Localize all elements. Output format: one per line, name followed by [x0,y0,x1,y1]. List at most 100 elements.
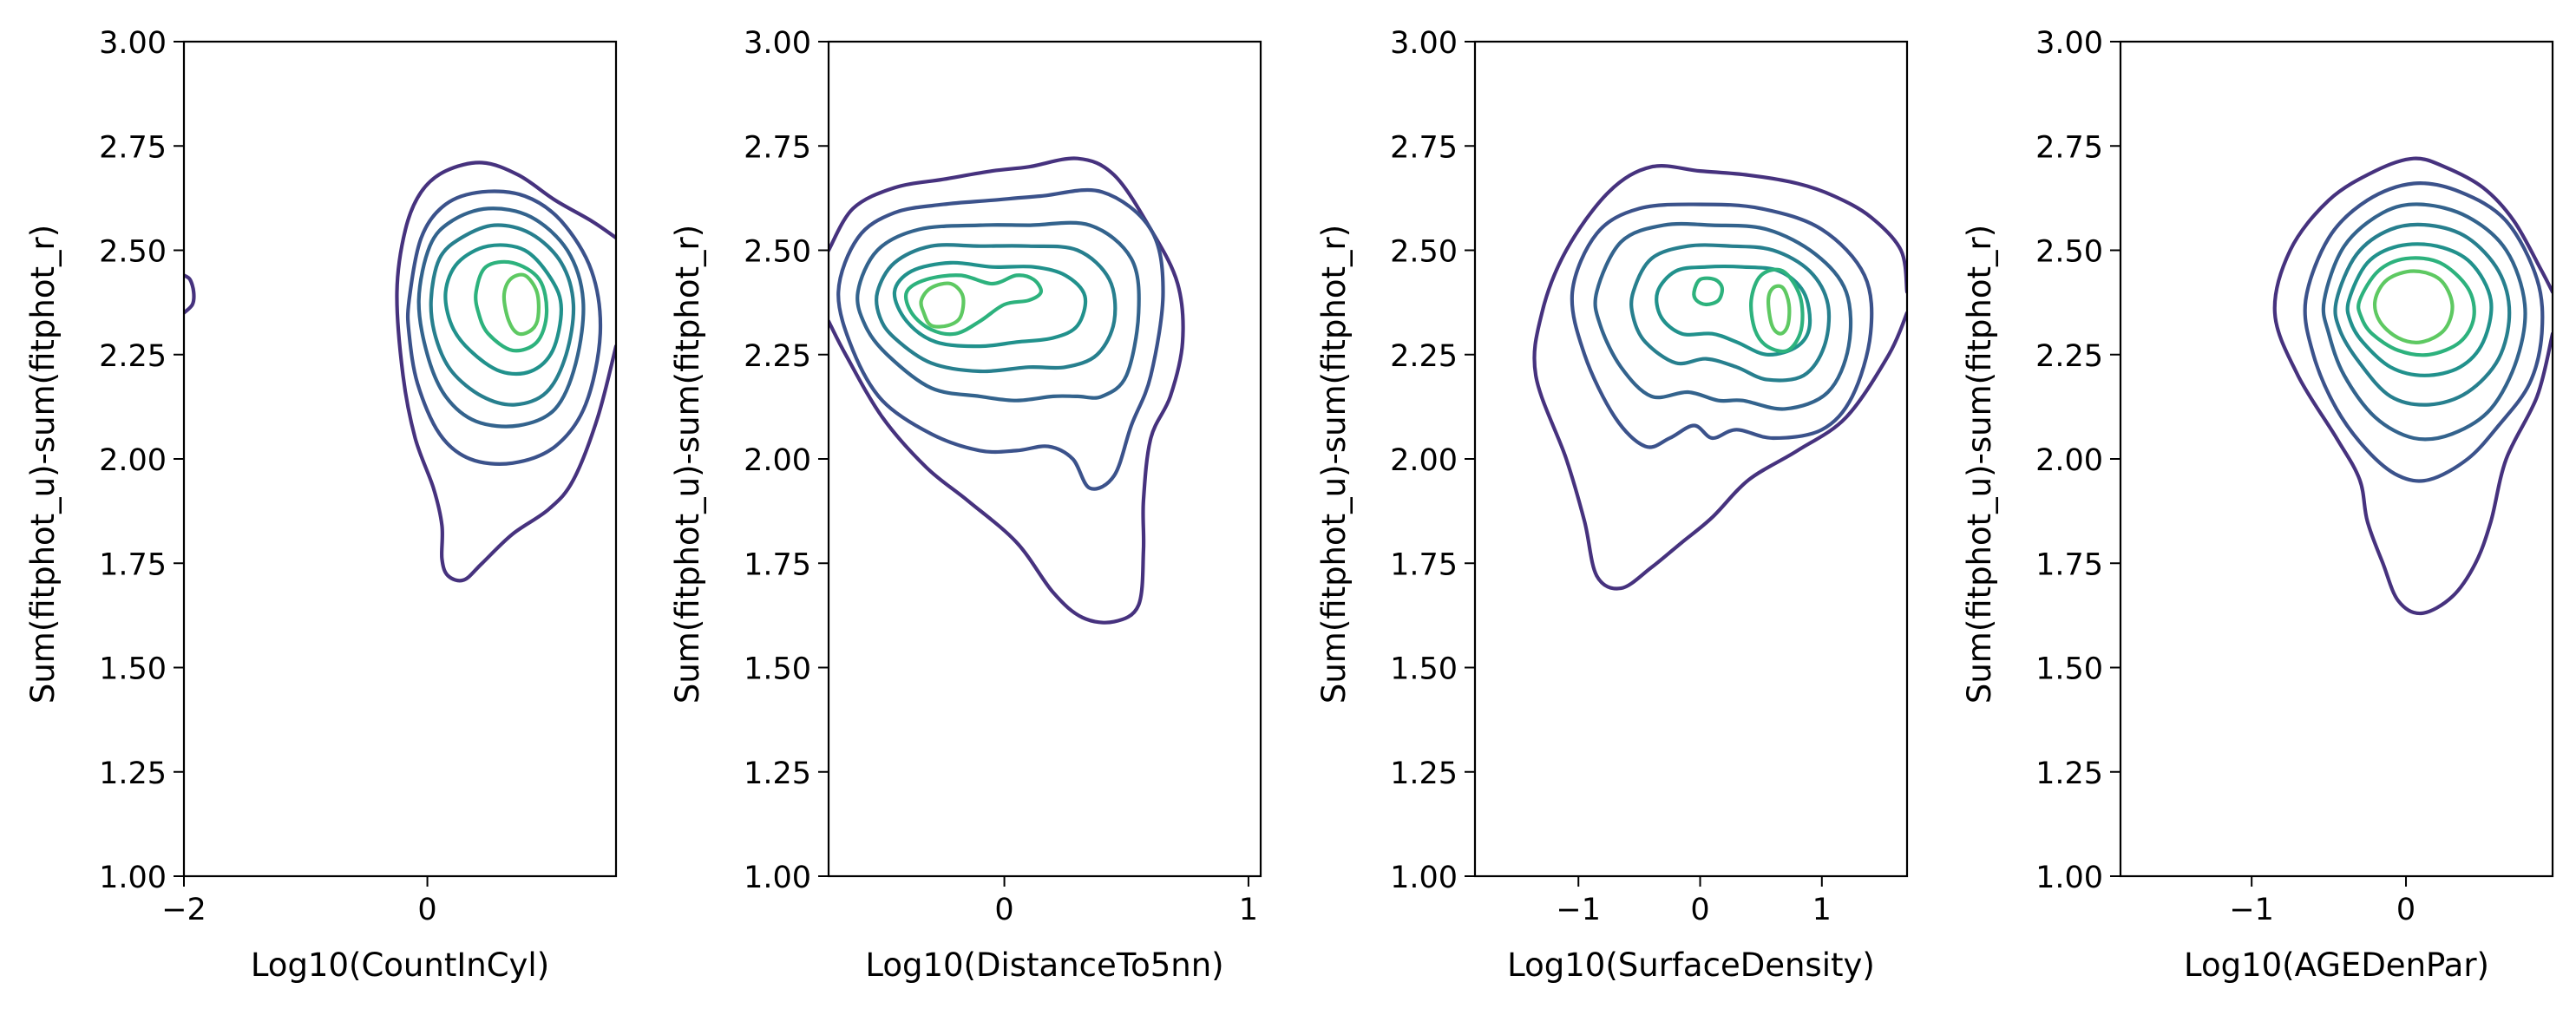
y-ticks: 1.00 1.25 1.50 1.75 2.00 2.25 2.50 2.75 3.00 [1390,26,1475,895]
contour-line-level-2 [1570,202,1874,449]
contour-line-level-6 [1749,267,1805,354]
y-tick-label: 2.25 [1390,339,1458,374]
y-tick-label: 2.50 [99,235,167,270]
x-tick-label: 0 [1690,893,1709,927]
contour-line-level-5 [1655,265,1812,357]
y-tick-label: 1.00 [2035,861,2103,895]
y-tick-label: 3.00 [744,26,811,61]
axes-frame [827,40,1262,878]
y-tick-label: 2.75 [744,130,811,165]
contour-line-level-3 [1593,221,1853,411]
x-tick-label: 0 [417,893,436,927]
contour-line-level-1 [184,273,196,315]
contour-line-level-7 [2372,269,2455,344]
axes-frame [2119,40,2554,878]
x-ticks: −1 0 [2229,876,2415,927]
contour-line-level-4 [1629,243,1832,383]
y-tick-label: 2.00 [1390,443,1458,478]
x-tick-label: −1 [1556,893,1601,927]
y-axis-label: Sum(fitphot_u)-sum(fitphot_r) [24,225,62,704]
contour-group [1532,164,1907,591]
y-tick-label: 1.50 [1390,652,1458,687]
y-tick-label: 3.00 [2035,26,2103,61]
x-ticks: −2 0 [161,876,437,927]
contour-line-level-6 [1692,276,1725,307]
subplot-surfacedensity: 1.00 1.25 1.50 1.75 2.00 2.25 2.50 2.75 3.00 −1 0… [1315,26,1909,984]
axes-frame [182,40,618,878]
contour-line-level-3 [416,206,586,429]
y-ticks: 1.00 1.25 1.50 1.75 2.00 2.25 2.50 2.75 3.00 [99,26,184,895]
contour-line-level-6 [903,273,1043,337]
contour-line-level-5 [2345,242,2494,377]
y-tick-label: 2.00 [744,443,811,478]
subplot-agedenpar: 1.00 1.25 1.50 1.75 2.00 2.25 2.50 2.75 3.00 −1 0… [1961,26,2554,984]
y-tick-label: 1.50 [744,652,811,687]
y-tick-label: 1.75 [744,547,811,582]
x-tick-label: 1 [1239,893,1258,927]
y-tick-label: 2.75 [99,130,167,165]
y-tick-label: 1.25 [1390,756,1458,791]
x-tick-label: −1 [2229,893,2274,927]
contour-group [2272,156,2553,616]
contour-line-level-1 [829,156,1185,625]
y-tick-label: 2.25 [2035,339,2103,374]
y-tick-label: 1.00 [1390,861,1458,895]
y-tick-label: 1.75 [99,547,167,582]
x-axis-label: Log10(AGEDenPar) [2184,946,2489,984]
y-tick-label: 2.50 [1390,235,1458,270]
y-tick-label: 1.75 [1390,547,1458,582]
contour-line-level-5 [443,243,564,377]
y-tick-label: 2.00 [99,443,167,478]
contour-line-level-6 [2356,256,2476,357]
contour-line-level-7 [501,272,541,337]
y-tick-label: 1.00 [744,861,811,895]
contour-line-level-6 [474,259,549,353]
x-tick-label: 0 [2396,893,2415,927]
y-tick-label: 2.25 [744,339,811,374]
y-tick-label: 1.25 [99,756,167,791]
contour-line-level-5 [892,260,1088,349]
contour-line-level-7 [1766,284,1792,336]
y-axis-label: Sum(fitphot_u)-sum(fitphot_r) [1315,225,1353,704]
y-tick-label: 1.00 [99,861,167,895]
y-ticks: 1.00 1.25 1.50 1.75 2.00 2.25 2.50 2.75 3.00 [744,26,829,895]
contour-line-level-3 [2321,202,2527,442]
x-tick-label: 0 [994,893,1013,927]
contour-group [184,160,616,583]
y-tick-label: 1.50 [99,652,167,687]
contour-line-level-1 [2272,156,2553,616]
subplot-countincyl: 1.00 1.25 1.50 1.75 2.00 2.25 2.50 2.75 3.00 −2 0… [24,26,618,984]
y-tick-label: 1.75 [2035,547,2103,582]
y-tick-label: 2.50 [2035,235,2103,270]
x-ticks: −1 0 1 [1556,876,1832,927]
x-axis-label: Log10(SurfaceDensity) [1507,946,1875,984]
y-tick-label: 3.00 [1390,26,1458,61]
contour-group [829,156,1185,625]
y-tick-label: 2.50 [744,235,811,270]
x-axis-label: Log10(CountInCyl) [251,946,549,984]
contour-line-level-3 [855,220,1141,403]
y-tick-label: 2.25 [99,339,167,374]
contour-line-level-1 [1532,164,1907,591]
y-axis-label: Sum(fitphot_u)-sum(fitphot_r) [1961,225,1998,704]
contour-line-level-2 [836,187,1165,491]
y-ticks: 1.00 1.25 1.50 1.75 2.00 2.25 2.50 2.75 3.00 [2035,26,2120,895]
y-tick-label: 3.00 [99,26,167,61]
contour-line-level-7 [919,281,966,329]
y-tick-label: 2.75 [2035,130,2103,165]
x-axis-label: Log10(DistanceTo5nn) [865,946,1223,984]
y-tick-label: 1.25 [744,756,811,791]
contour-line-level-4 [2333,222,2512,407]
contour-line-level-1 [395,160,616,583]
y-axis-label: Sum(fitphot_u)-sum(fitphot_r) [669,225,706,704]
x-tick-label: −2 [161,893,206,927]
y-tick-label: 2.75 [1390,130,1458,165]
y-tick-label: 2.00 [2035,443,2103,478]
contour-line-level-2 [2303,181,2545,483]
contour-line-level-2 [405,189,603,466]
axes-frame [1473,40,1909,878]
contour-line-level-4 [874,243,1118,374]
